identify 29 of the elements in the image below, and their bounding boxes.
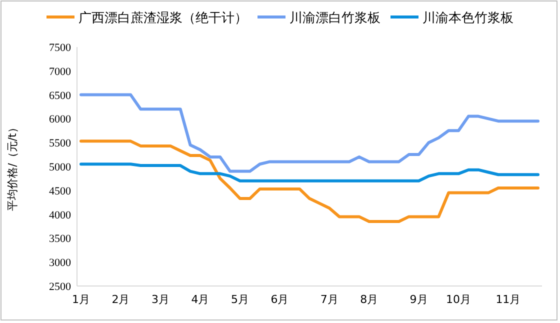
x-tick-label: 8月 bbox=[360, 293, 378, 306]
y-axis-title: 平均价格/（元/t） bbox=[6, 122, 19, 211]
x-tick-label: 6月 bbox=[270, 293, 289, 306]
legend-label: 广西漂白蔗渣湿浆（绝干计） bbox=[78, 11, 248, 26]
y-tick-label: 6500 bbox=[49, 90, 72, 102]
y-tick-label: 5000 bbox=[49, 162, 72, 174]
x-tick-label: 4月 bbox=[191, 293, 210, 306]
y-tick-label: 6000 bbox=[49, 114, 72, 126]
x-tick-label: 7月 bbox=[320, 293, 338, 306]
x-tick-label: 2月 bbox=[112, 293, 130, 306]
y-tick-label: 3000 bbox=[49, 257, 72, 270]
x-tick-label: 11月 bbox=[496, 293, 521, 306]
x-tick-label: 1月 bbox=[72, 293, 90, 306]
line-series bbox=[80, 140, 540, 223]
x-tick-label: 5月 bbox=[230, 293, 249, 306]
x-tick-label: 9月 bbox=[410, 293, 428, 306]
x-tick-label: 10月 bbox=[446, 293, 472, 306]
y-tick-label: 3500 bbox=[49, 233, 72, 246]
y-tick-label: 5500 bbox=[49, 138, 72, 150]
y-tick-label: 7500 bbox=[49, 42, 72, 54]
line-series bbox=[80, 93, 540, 173]
legend-label: 川渝本色竹浆板 bbox=[422, 11, 514, 26]
legend-label: 川渝漂白竹浆板 bbox=[290, 11, 380, 26]
x-tick-label: 3月 bbox=[151, 293, 170, 306]
y-tick-label: 2500 bbox=[49, 281, 72, 293]
line-series bbox=[80, 162, 540, 182]
y-tick-label: 7000 bbox=[49, 66, 72, 78]
y-tick-label: 4500 bbox=[49, 185, 72, 198]
y-tick-label: 4000 bbox=[49, 209, 72, 222]
